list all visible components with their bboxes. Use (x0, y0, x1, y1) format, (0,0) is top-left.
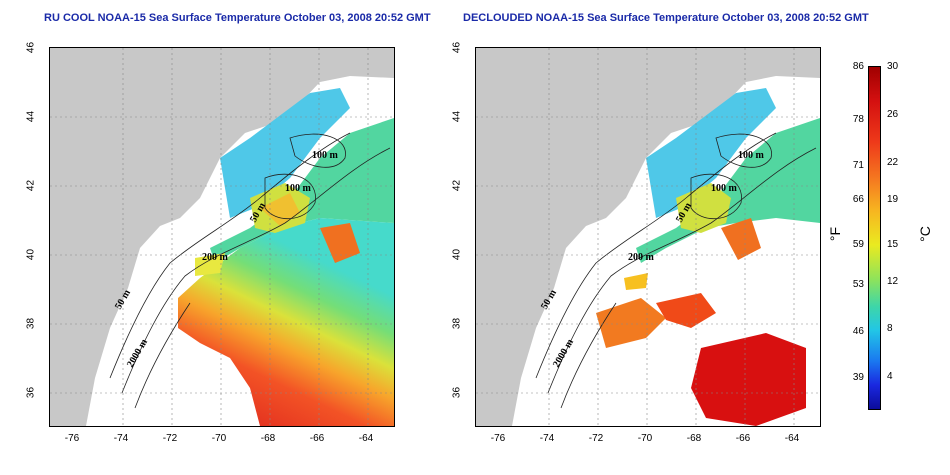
y-tick-label: 46 (451, 41, 463, 54)
colorbar-f-tick: 46 (852, 326, 864, 337)
contour-label: 200 m (202, 252, 229, 263)
x-tick-label: -72 (588, 433, 604, 444)
right-map-title: DECLOUDED NOAA-15 Sea Surface Temperatur… (463, 12, 869, 24)
contour-label: 100 m (738, 150, 765, 161)
colorbar-f-tick: 86 (852, 61, 864, 72)
land-mass (476, 48, 820, 426)
warm-water-swath (178, 218, 394, 426)
contour-label: 200 m (628, 252, 655, 263)
colorbar-c-tick: 19 (887, 194, 899, 205)
y-tick-label: 38 (451, 317, 463, 330)
y-tick-label: 36 (25, 386, 37, 399)
colorbar-f-tick: 78 (852, 114, 864, 125)
contour-label: 2000 m (125, 337, 150, 370)
isobath-contour (109, 132, 351, 379)
y-tick-label: 36 (451, 386, 463, 399)
x-tick-label: -74 (539, 433, 555, 444)
colorbar-c-tick: 4 (887, 371, 893, 382)
x-tick-label: -70 (637, 433, 653, 444)
x-tick-label: -72 (162, 433, 178, 444)
colorbar-f-tick: 66 (852, 194, 864, 205)
colorbar-f-tick: 71 (852, 160, 864, 171)
x-tick-label: -70 (211, 433, 227, 444)
colorbar-c-tick: 8 (887, 323, 893, 334)
colorbar-f-tick: 59 (852, 239, 864, 250)
x-tick-label: -74 (113, 433, 129, 444)
x-tick-label: -76 (64, 433, 80, 444)
y-tick-label: 38 (25, 317, 37, 330)
x-tick-label: -76 (490, 433, 506, 444)
colorbar-c-tick: 30 (887, 61, 899, 72)
x-tick-label: -66 (735, 433, 751, 444)
contour-label: 100 m (285, 183, 312, 194)
temperature-colorbar (868, 66, 881, 410)
colorbar-c-tick: 15 (887, 239, 899, 250)
y-tick-label: 44 (25, 110, 37, 123)
y-tick-label: 40 (25, 248, 37, 261)
colorbar-f-tick: 39 (852, 372, 864, 383)
y-tick-label: 42 (451, 179, 463, 192)
x-tick-label: -64 (358, 433, 374, 444)
declouded-sst-map: 100 m 100 m 50 m 200 m 50 m 2000 m (475, 47, 821, 427)
contour-label: 100 m (711, 183, 738, 194)
warm-water-patch (596, 298, 666, 348)
land-mass (50, 48, 394, 426)
x-tick-label: -68 (686, 433, 702, 444)
x-tick-label: -68 (260, 433, 276, 444)
left-map-title: RU COOL NOAA-15 Sea Surface Temperature … (44, 12, 431, 24)
y-tick-label: 44 (451, 110, 463, 123)
x-tick-label: -66 (309, 433, 325, 444)
colorbar-c-tick: 22 (887, 157, 899, 168)
colorbar-c-tick: 12 (887, 276, 899, 287)
contour-label: 100 m (312, 150, 339, 161)
celsius-unit-label: °C (916, 226, 933, 242)
y-tick-label: 40 (451, 248, 463, 261)
raw-sst-map: 100 m 100 m 50 m 200 m 50 m 2000 m (49, 47, 395, 427)
colorbar-f-tick: 53 (852, 279, 864, 290)
contour-label: 2000 m (551, 337, 576, 370)
fahrenheit-unit-label: °F (827, 226, 844, 242)
y-tick-label: 42 (25, 179, 37, 192)
colorbar-c-tick: 26 (887, 109, 899, 120)
x-tick-label: -64 (784, 433, 800, 444)
y-tick-label: 46 (25, 41, 37, 54)
